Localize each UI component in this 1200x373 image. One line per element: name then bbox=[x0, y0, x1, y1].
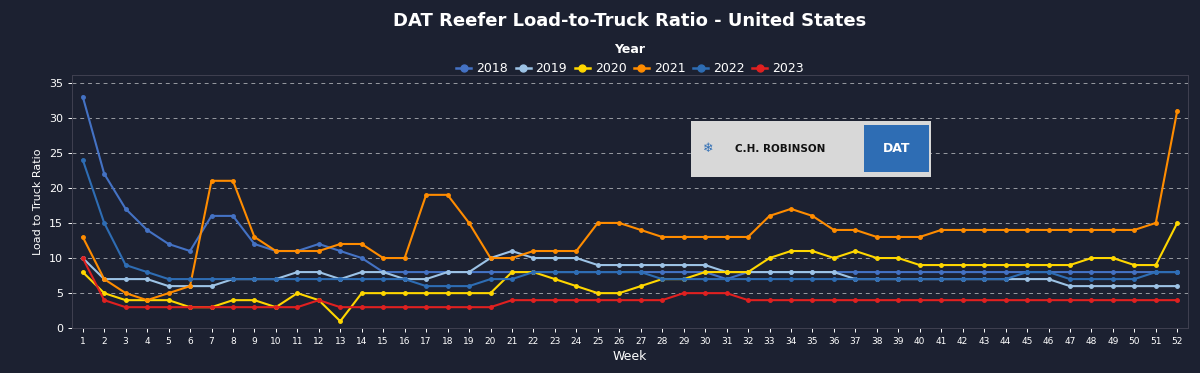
Y-axis label: Load to Truck Ratio: Load to Truck Ratio bbox=[34, 148, 43, 255]
Text: DAT Reefer Load-to-Truck Ratio - United States: DAT Reefer Load-to-Truck Ratio - United … bbox=[394, 12, 866, 30]
Legend: 2018, 2019, 2020, 2021, 2022, 2023: 2018, 2019, 2020, 2021, 2022, 2023 bbox=[452, 39, 808, 79]
X-axis label: Week: Week bbox=[613, 351, 647, 363]
